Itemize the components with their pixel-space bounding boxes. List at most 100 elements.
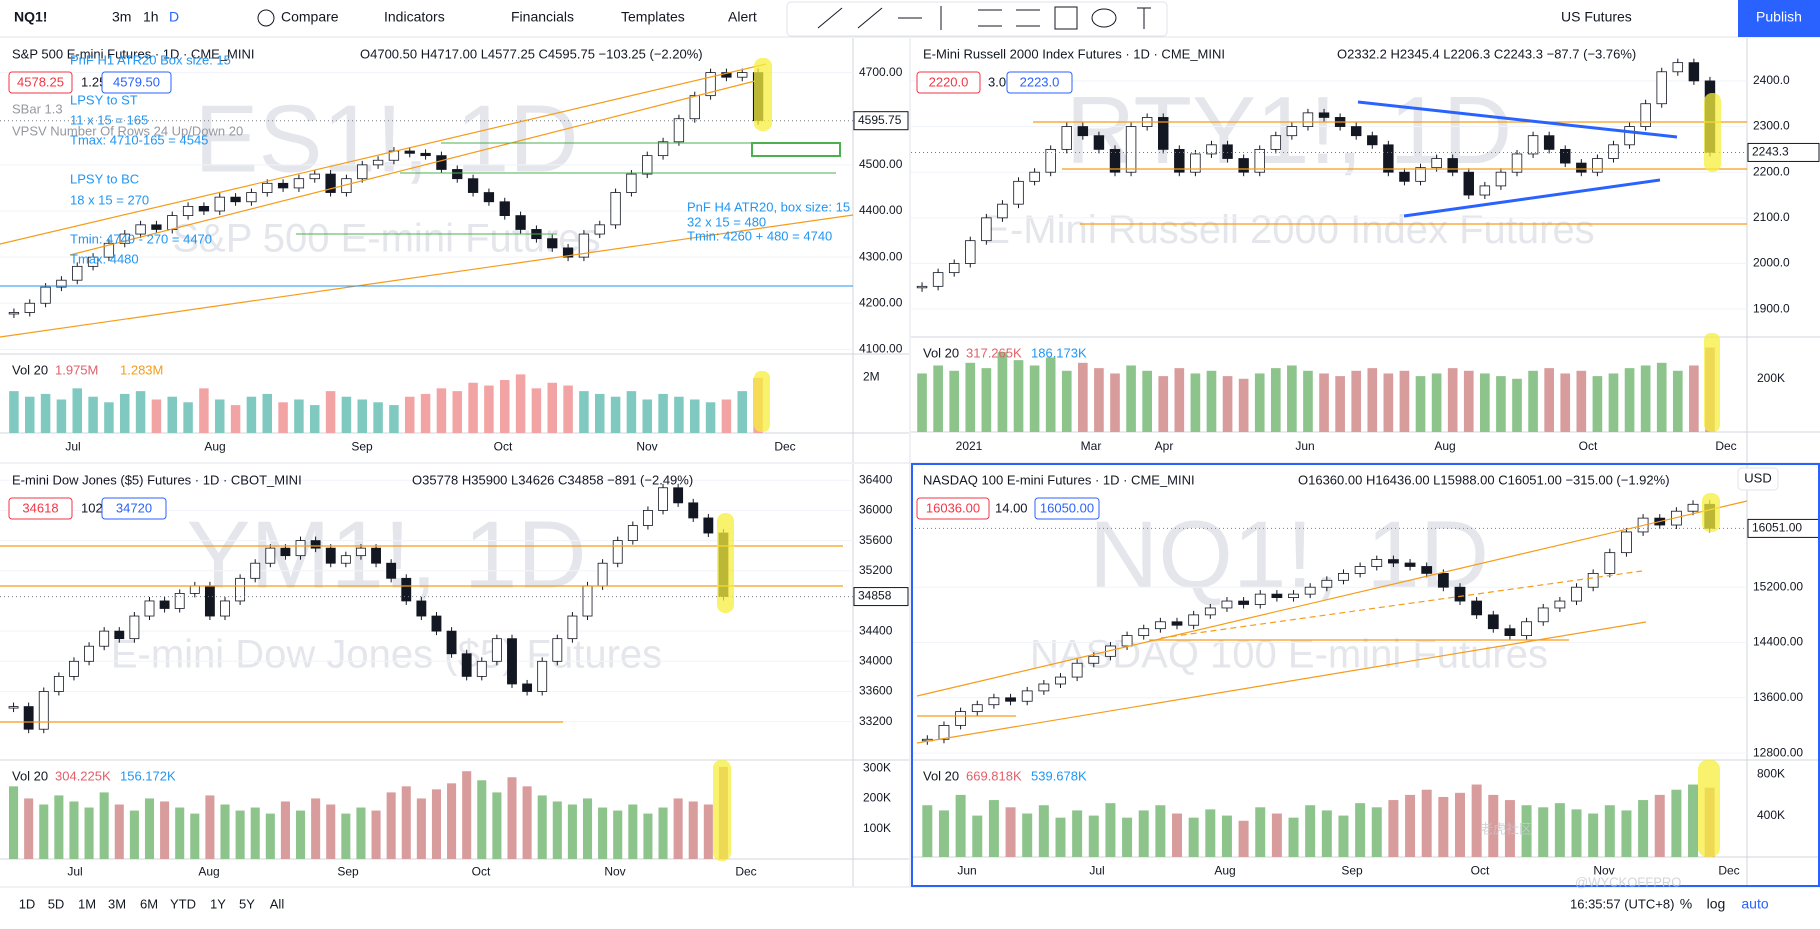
candle [673, 118, 685, 143]
ohlc: O2332.2 H2345.4 L2206.3 C2243.3 −87.7 (−… [1337, 46, 1636, 61]
y-tick-label: 14400.00 [1753, 635, 1803, 649]
interval[interactable]: 3m [112, 9, 131, 25]
indicator-label: SBar 1.3 [12, 101, 63, 116]
panel-title: NASDAQ 100 E-mini Futures · 1D · CME_MIN… [923, 472, 1195, 487]
volume-bar [401, 786, 411, 859]
volume-bar [405, 396, 415, 433]
candle [189, 585, 200, 594]
range-button[interactable]: 5Y [239, 896, 255, 911]
candle [1537, 607, 1549, 623]
candle [40, 286, 51, 304]
volume-bar [1321, 810, 1332, 857]
y-tick-label: 2100.0 [1753, 210, 1790, 224]
button[interactable]: Indicators [384, 9, 445, 25]
volume-bar [552, 801, 562, 859]
publish-button[interactable] [1738, 0, 1820, 37]
candle [295, 540, 306, 557]
range-button[interactable]: 5D [48, 896, 65, 911]
candle [1431, 158, 1442, 169]
x-tick-label: Aug [204, 440, 225, 454]
candle [420, 152, 431, 157]
bid: 16036.00 [926, 500, 980, 515]
currency[interactable]: USD [1744, 470, 1771, 485]
volume-bar [310, 405, 320, 433]
market-selector[interactable]: US Futures [1561, 9, 1632, 25]
volume-bar [1206, 370, 1217, 432]
vol-value: 317.265K [966, 345, 1022, 360]
currency-button[interactable] [1737, 467, 1779, 491]
volume-bar [1640, 365, 1651, 432]
volume-bar [246, 396, 257, 433]
candle [1188, 614, 1200, 626]
range-button[interactable]: YTD [170, 896, 196, 911]
range-button[interactable]: All [270, 896, 285, 911]
candle [1371, 559, 1383, 567]
candle [1604, 552, 1616, 574]
option[interactable]: % [1680, 896, 1692, 912]
volume-bar [1504, 800, 1515, 857]
annotation: 11 x 15 = 165 [70, 112, 148, 127]
vol-label: Vol 20 [923, 768, 959, 783]
candle [214, 196, 225, 212]
y-tick-label: 4500.00 [859, 157, 903, 171]
candle [151, 224, 162, 230]
volume-bar [1454, 792, 1465, 857]
option[interactable]: auto [1741, 896, 1768, 912]
candle [1527, 135, 1539, 155]
candle [1624, 126, 1635, 146]
button[interactable]: Financials [511, 9, 574, 25]
volume-bar [1621, 810, 1632, 857]
x-tick-label: Apr [1155, 439, 1174, 453]
candle [1511, 153, 1523, 173]
candle [1367, 135, 1378, 146]
last-price-label: 2243.3 [1752, 145, 1789, 159]
volume-bar [1287, 365, 1297, 432]
bid: 34618 [22, 500, 58, 515]
candle [1045, 148, 1056, 173]
range-button[interactable]: 6M [140, 896, 158, 911]
candle [971, 704, 983, 713]
button[interactable]: Compare [281, 9, 339, 25]
candle [981, 217, 992, 242]
x-tick-label: 2021 [956, 439, 983, 453]
publish-label[interactable]: Publish [1756, 9, 1802, 25]
candle [250, 562, 261, 579]
candle [325, 547, 336, 564]
volume-bar [1355, 803, 1366, 857]
x-tick-label: Sep [337, 865, 359, 879]
option[interactable]: log [1707, 896, 1726, 912]
interval[interactable]: 1h [143, 9, 159, 25]
candle [1174, 148, 1185, 173]
candle [167, 215, 178, 230]
volume-bar [1038, 805, 1049, 857]
range-button[interactable]: 3M [108, 896, 126, 911]
volume-bar [515, 374, 526, 433]
button[interactable]: Templates [621, 9, 685, 25]
candle [1338, 573, 1349, 581]
drawing-tools[interactable] [817, 6, 1151, 30]
x-tick-label: Aug [1214, 864, 1235, 878]
x-tick-label: Nov [636, 440, 657, 454]
candle [673, 487, 684, 504]
y-tick-label: 36400 [859, 472, 893, 486]
y-tick-label: 4300.00 [859, 249, 903, 263]
volume-bar [737, 391, 747, 433]
range-button[interactable]: 1Y [210, 896, 226, 911]
vol-value: 1.975M [55, 362, 98, 377]
volume-bar [628, 804, 638, 859]
range-button[interactable]: 1M [78, 896, 96, 911]
volume-bar [972, 815, 983, 857]
y-tick-label: 34400 [859, 623, 893, 637]
candle [562, 247, 574, 258]
candle [461, 653, 472, 677]
candle [24, 302, 35, 313]
symbol[interactable]: NQ1! [14, 9, 47, 25]
range-button[interactable]: 1D [19, 896, 36, 911]
bid: 2220.0 [929, 74, 969, 89]
bid: 4578.25 [17, 74, 64, 89]
interval[interactable]: D [169, 9, 179, 25]
candle [1254, 593, 1266, 605]
x-tick-label: Oct [1471, 864, 1490, 878]
button[interactable]: Alert [728, 9, 757, 25]
candle [114, 630, 125, 640]
